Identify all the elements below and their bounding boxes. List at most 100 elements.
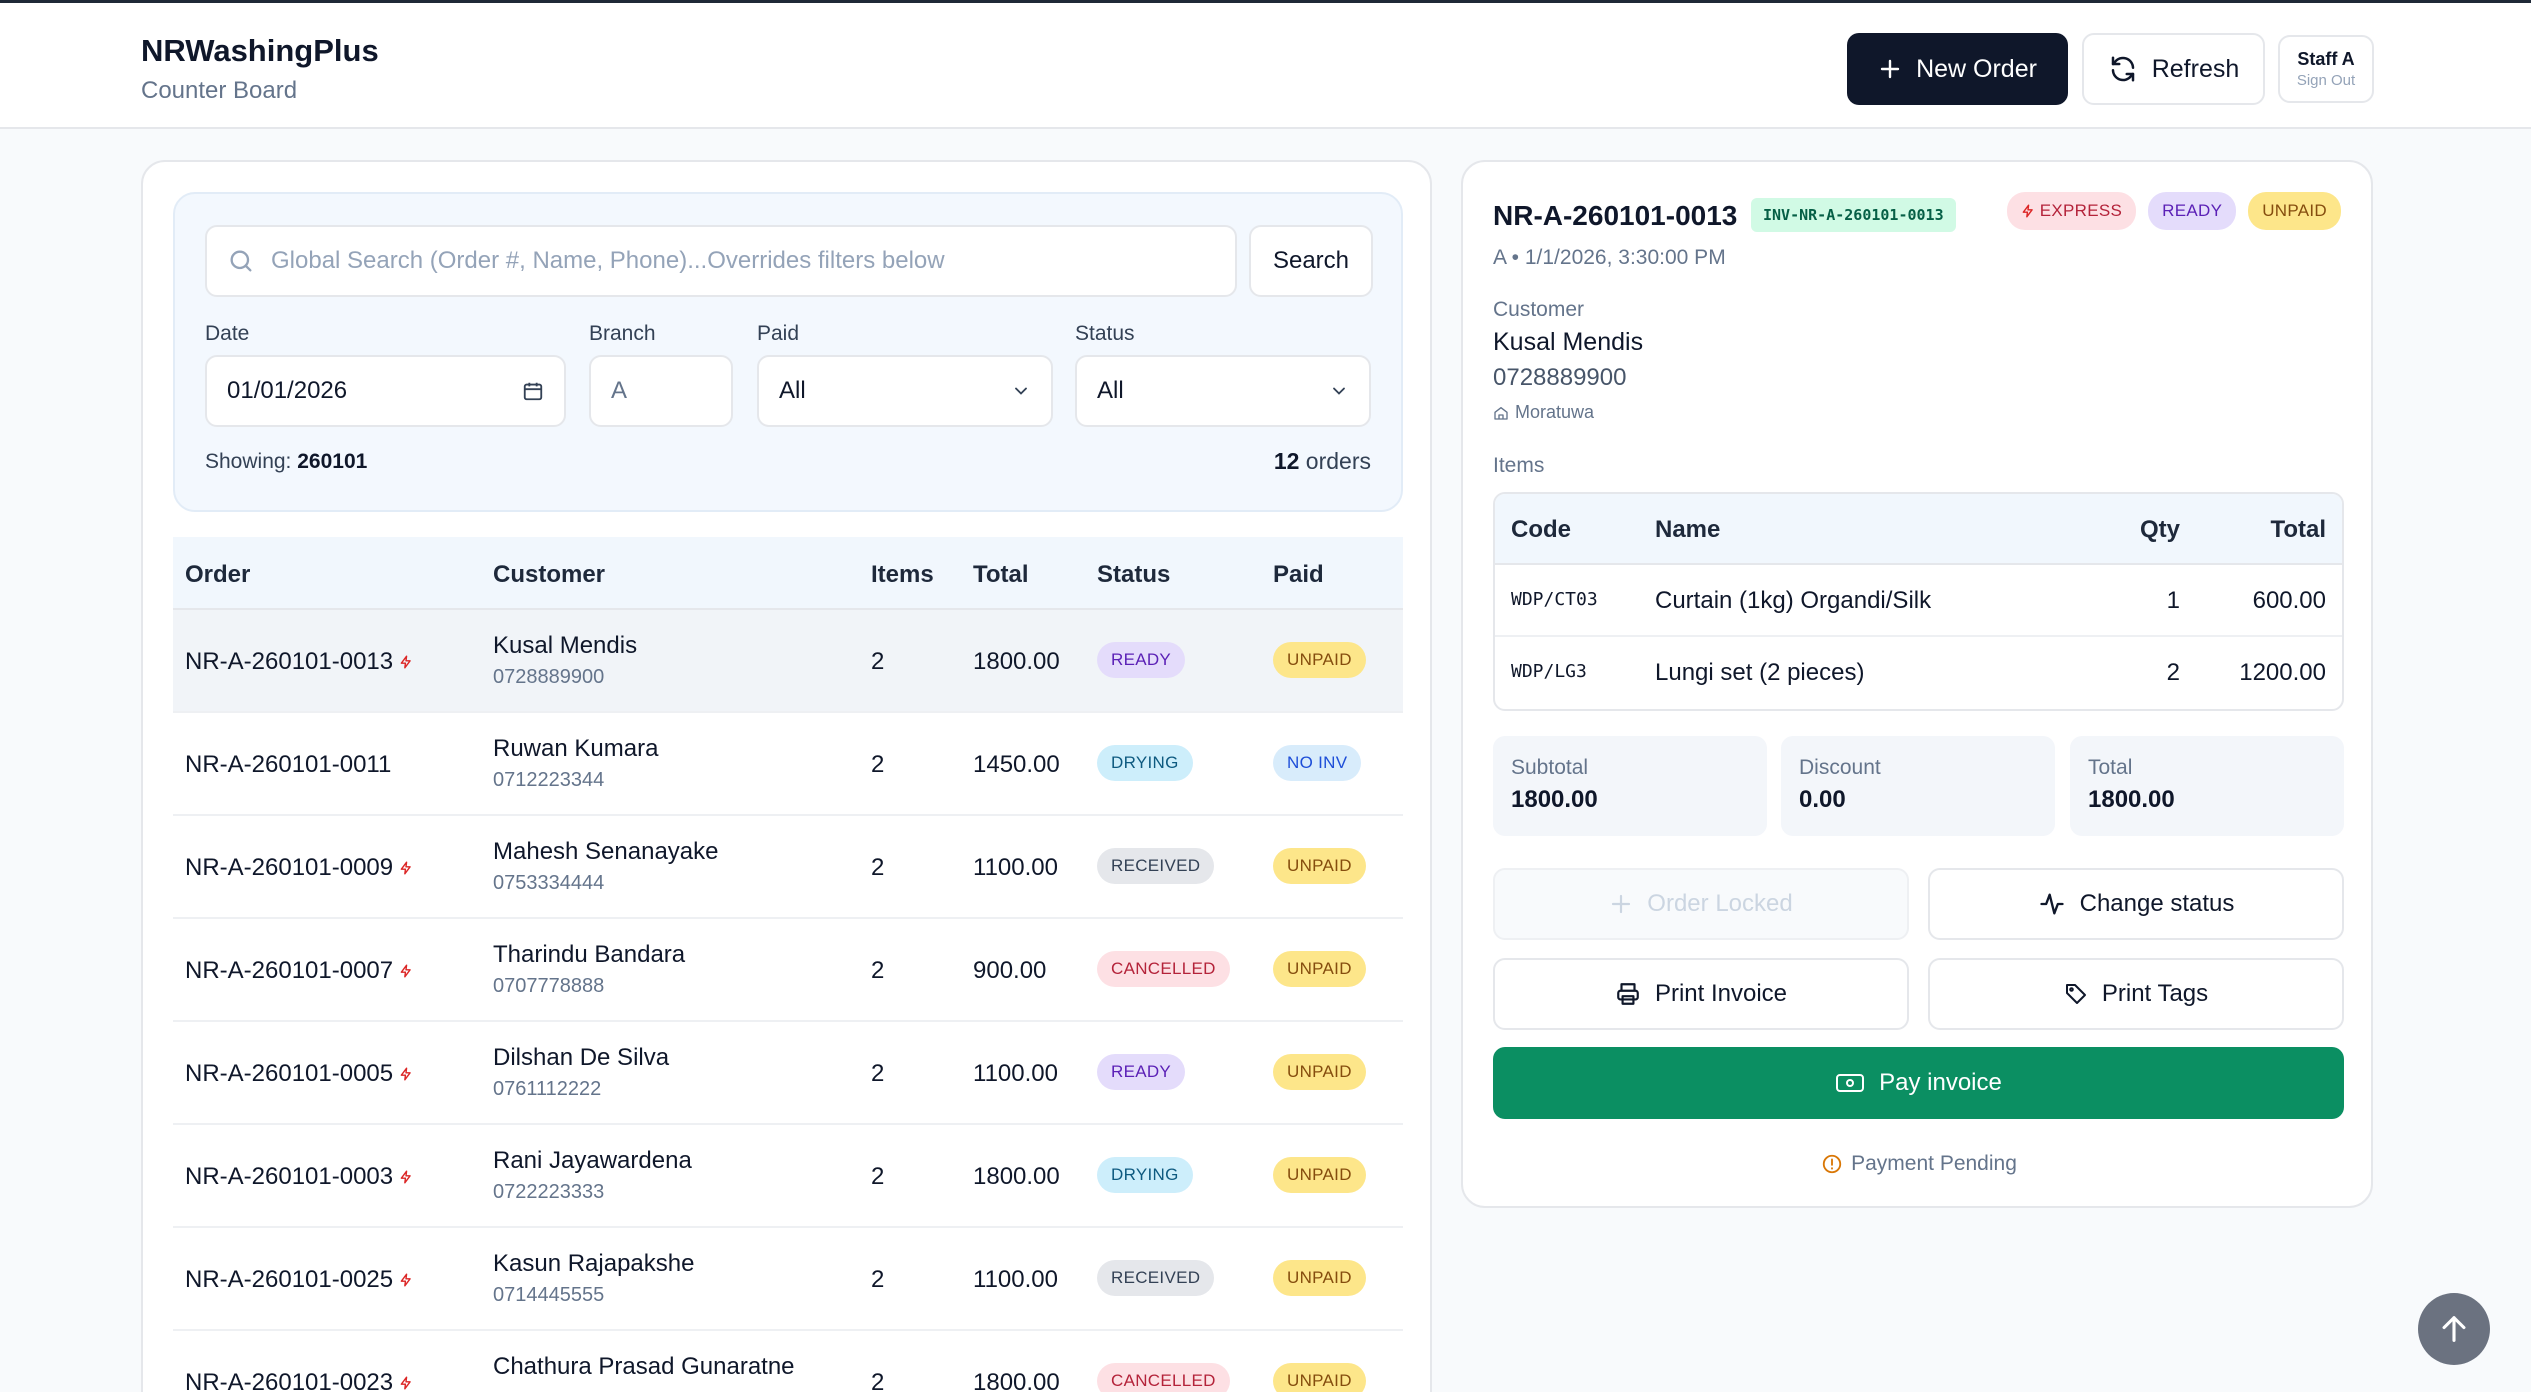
customer-location: Moratuwa [1493,402,1594,423]
order-total: 900.00 [973,957,1047,984]
customer-phone: 0714445555 [493,1284,605,1306]
total-box: Total 1800.00 [2070,736,2344,836]
item-total: 600.00 [2252,587,2326,614]
order-number-text: NR-A-260101-0005 [185,1060,394,1087]
order-number: NR-A-260101-0007 [185,957,413,985]
paid-label: Paid [757,322,800,345]
change-status-button[interactable]: Change status [1928,868,2344,940]
app-header: NRWashingPlus Counter Board New Order Re… [0,0,2531,129]
table-row[interactable]: NR-A-260101-0007 Tharindu Bandara 07077788… [173,919,1403,1022]
order-total: 1100.00 [973,1060,1058,1087]
chevron-down-icon [1011,381,1031,401]
express-bolt-icon [399,1169,413,1185]
payment-pending-status: Payment Pending [1463,1152,2375,1176]
order-number-text: NR-A-260101-0023 [185,1369,394,1392]
date-value: 01/01/2026 [227,377,348,404]
paid-select[interactable]: All [757,355,1053,427]
customer-cell: Chathura Prasad Gunaratne [493,1353,795,1387]
staff-menu[interactable]: Staff A Sign Out [2278,35,2374,103]
sign-out-link[interactable]: Sign Out [2296,72,2356,89]
items-col-name: Name [1655,516,1721,543]
table-row[interactable]: NR-A-260101-0025 Kasun Rajapakshe 07144455… [173,1228,1403,1331]
items-count: 2 [871,1369,885,1392]
calendar-icon[interactable] [522,380,544,402]
customer-name: Kasun Rajapakshe [493,1250,695,1277]
customer-phone: 0707778888 [493,975,605,997]
new-order-button[interactable]: New Order [1847,33,2068,105]
branch-input[interactable]: A [589,355,733,427]
showing-text: Showing: 260101 [205,450,367,474]
detail-order-number: NR-A-260101-0013 [1493,200,1738,231]
status-cell: RECEIVED [1097,848,1215,884]
order-number: NR-A-260101-0009 [185,854,413,882]
order-total: 1800.00 [973,648,1060,675]
status-select[interactable]: All [1075,355,1371,427]
items-count: 2 [871,957,885,984]
table-row[interactable]: NR-A-260101-0011 Ruwan Kumara 0712223344 2 1… [173,713,1403,816]
status-cell: READY [1097,642,1186,678]
order-total: 1100.00 [973,1266,1058,1293]
items-count: 2 [871,648,885,675]
print-invoice-label: Print Invoice [1654,980,1788,1007]
item-code: WDP/LG3 [1511,661,1587,682]
pay-invoice-button[interactable]: Pay invoice [1493,1047,2344,1119]
customer-name: Rani Jayawardena [493,1147,692,1174]
print-invoice-button[interactable]: Print Invoice [1493,958,1909,1030]
order-number: NR-A-260101-0003 [185,1163,413,1191]
paid-badge: UNPAID [1273,848,1366,884]
discount-box: Discount 0.00 [1781,736,2055,836]
items-count: 2 [871,854,885,881]
express-bolt-icon [399,860,413,876]
order-locked-button[interactable]: Order Locked [1493,868,1909,940]
refresh-button[interactable]: Refresh [2082,33,2265,105]
customer-phone: 0753334444 [493,872,605,894]
items-col-total: Total [2270,516,2326,543]
express-bolt-icon [399,1066,413,1082]
status-cell: RECEIVED [1097,1260,1215,1296]
detail-paid-badge: UNPAID [2248,192,2341,230]
status-badge: READY [1097,642,1186,678]
paid-badge: NO INV [1273,745,1362,781]
invoice-badge: INV-NR-A-260101-0013 [1751,198,1956,232]
table-row[interactable]: NR-A-260101-0013 Kusal Mendis 0728889900 2 1… [173,610,1403,713]
customer-name: Chathura Prasad Gunaratne [493,1353,795,1380]
table-row[interactable]: NR-A-260101-0005 Dilshan De Silva 07611122… [173,1022,1403,1125]
scroll-to-top-button[interactable] [2418,1293,2490,1365]
table-row[interactable]: NR-A-260101-0009 Mahesh Senanayake 0753334… [173,816,1403,919]
table-row[interactable]: NR-A-260101-0023 Chathura Prasad Gunaratn… [173,1331,1403,1392]
col-paid: Paid [1273,561,1324,588]
order-count: 12 orders [1274,448,1371,475]
status-badge: READY [1097,1054,1186,1090]
customer-name: Ruwan Kumara [493,735,659,762]
bolt-icon [2021,203,2035,219]
staff-name: Staff A [2297,49,2355,69]
express-bolt-icon [399,654,413,670]
customer-cell: Kasun Rajapakshe 0714445555 [493,1250,694,1307]
express-badge: EXPRESS [2006,192,2137,230]
items-count: 2 [871,1266,885,1293]
orders-table: Order Customer Items Total Status Paid N… [173,537,1403,1392]
status-cell: DRYING [1097,1157,1193,1193]
app-subtitle: Counter Board [141,77,298,104]
item-total: 1200.00 [2239,659,2326,686]
order-number-text: NR-A-260101-0011 [185,751,392,778]
paid-badge: UNPAID [1273,951,1366,987]
items-count: 2 [871,1163,885,1190]
subtotal-value: 1800.00 [1511,786,1598,813]
paid-badge: UNPAID [1273,1054,1366,1090]
customer-phone: 0761112222 [493,1078,602,1100]
items-col-code: Code [1511,516,1571,543]
date-input[interactable]: 01/01/2026 [205,355,566,427]
paid-cell: UNPAID [1273,1157,1366,1193]
customer-cell: Tharindu Bandara 0707778888 [493,941,685,998]
print-tags-button[interactable]: Print Tags [1928,958,2344,1030]
global-search-input[interactable]: Global Search (Order #, Name, Phone)...O… [205,225,1237,297]
refresh-icon [2108,54,2138,84]
customer-phone: 0722223333 [493,1181,605,1203]
items-count: 2 [871,751,885,778]
items-table-header: Code Name Qty Total [1495,494,2342,565]
search-button[interactable]: Search [1249,225,1373,297]
table-row[interactable]: NR-A-260101-0003 Rani Jayawardena 07222233… [173,1125,1403,1228]
order-number: NR-A-260101-0005 [185,1060,413,1088]
branch-value: A [611,377,628,404]
